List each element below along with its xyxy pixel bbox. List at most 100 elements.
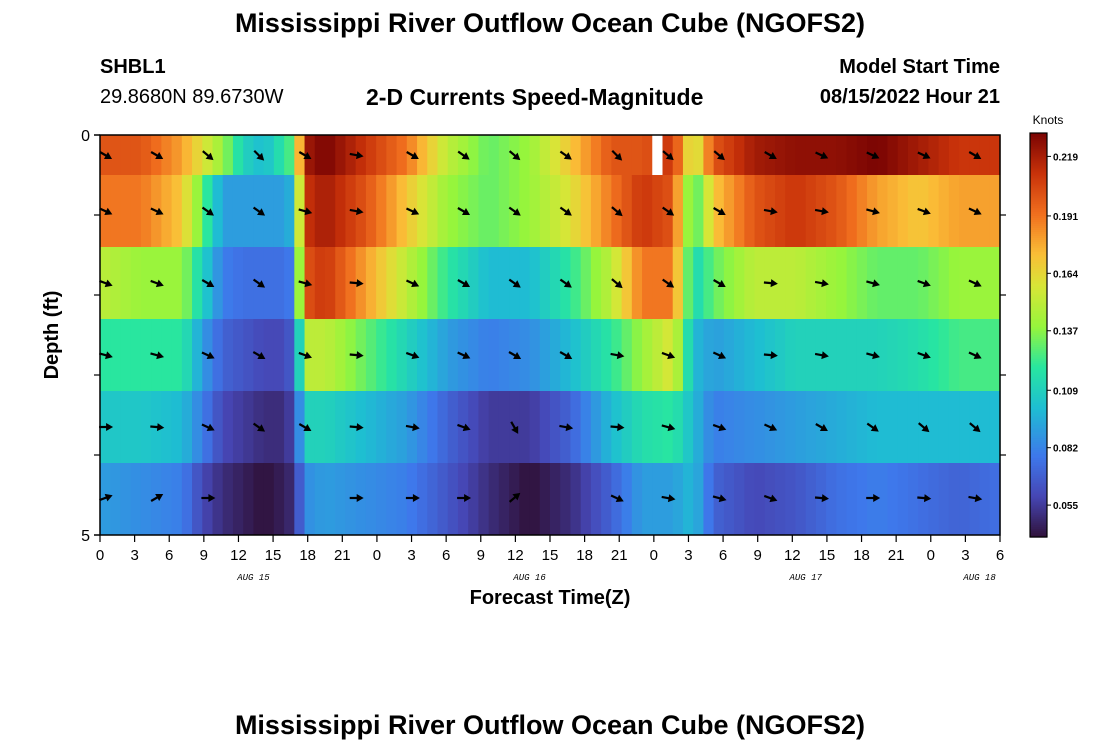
colorbar-swatch [1030,462,1047,465]
heatmap-cell [723,247,735,319]
heatmap-cell [263,391,275,463]
heatmap-cell [723,319,735,391]
current-arrow [611,206,623,217]
current-arrow [298,151,312,159]
colorbar-swatch [1030,262,1047,265]
heatmap-cell [775,319,786,391]
heatmap-cell [181,175,193,247]
heatmap-cell [785,247,797,319]
colorbar-swatch [1030,161,1047,164]
heatmap-cell [468,463,480,535]
heatmap-cell [907,135,919,175]
heatmap-cell [938,319,950,391]
current-arrow [457,207,471,215]
current-arrow [457,150,470,160]
colorbar-swatch [1030,149,1047,152]
colorbar-unit: Knots [1033,113,1064,127]
colorbar-swatch [1030,133,1047,136]
current-arrow [150,423,165,432]
heatmap-cell [703,247,715,319]
colorbar-swatch [1030,294,1047,298]
colorbar-swatch [1030,266,1047,269]
currents-heatmap-chart: 050 3 6 9 12 15 18 21 0 3 6 9 12 15 18 21 0 3 6 9 12 15 18 21 0 3… [41,113,1078,609]
heatmap-cell [498,247,510,319]
colorbar-swatch [1030,409,1047,413]
heatmap-cell [161,175,173,247]
heatmap-cell [703,463,715,535]
heatmap-cell [693,175,705,247]
current-arrow [298,351,313,360]
current-arrow [866,279,880,288]
heatmap-cell [877,391,889,463]
heatmap-cell [621,463,633,535]
heatmap-cell [550,319,561,391]
heatmap-cell [723,391,735,463]
heatmap-cell [325,247,336,319]
colorbar-swatch [1030,448,1047,451]
colorbar-swatch [1030,337,1047,340]
colorbar-swatch [1030,217,1047,221]
colorbar-swatch [1030,322,1047,326]
heatmap-cell [386,319,398,391]
colorbar-swatch [1030,250,1047,253]
heatmap-cell [672,247,684,319]
heatmap-cell [785,463,797,535]
heatmap-cell [335,247,347,319]
current-arrow [298,423,312,431]
colorbar-swatch [1030,155,1047,158]
colorbar-swatch [1030,282,1047,286]
heatmap-cell [672,463,684,535]
colorbar-swatch [1030,254,1047,257]
current-arrow [917,151,931,160]
heatmap-cells [100,135,1001,535]
heatmap-cell [856,319,868,391]
colorbar-swatch [1030,405,1047,409]
colorbar-swatch [1030,316,1047,320]
heatmap-cell [498,175,510,247]
heatmap-cell [212,247,224,319]
heatmap-cell [437,319,449,391]
colorbar-swatch [1030,203,1047,207]
x-tick-label: 15 [265,547,282,564]
heatmap-cell [192,319,203,391]
heatmap-cell [631,391,643,463]
current-arrow [298,207,313,216]
heatmap-cell [232,463,244,535]
heatmap-cell [365,175,377,247]
heatmap-cell [938,175,950,247]
colorbar-swatch [1030,278,1047,282]
heatmap-cell [580,319,592,391]
heatmap-cell [232,175,244,247]
heatmap-cell [488,247,500,319]
heatmap-cell [386,135,398,175]
colorbar-swatch [1030,484,1047,488]
heatmap-cell [263,319,275,391]
heatmap-cell [989,175,1001,247]
colorbar-swatch [1030,436,1047,439]
heatmap-cell [427,247,439,319]
heatmap-cell [498,135,510,175]
current-arrow [508,206,521,216]
heatmap-cell [805,463,817,535]
colorbar-swatch [1030,324,1047,328]
colorbar-swatch [1030,260,1047,263]
heatmap-cell [140,175,152,247]
heatmap-cell [795,247,807,319]
heatmap-cell [468,391,480,463]
heatmap-cell [294,135,306,175]
heatmap-cell [519,463,531,535]
colorbar-tick-label: 0.137 [1053,327,1078,338]
heatmap-cell [232,135,244,175]
colorbar-swatch [1030,502,1047,506]
heatmap-cell [263,463,275,535]
heatmap-cell [386,247,398,319]
heatmap-cell [488,391,500,463]
colorbar-swatch [1030,300,1047,304]
colorbar-swatch [1030,290,1047,294]
heatmap-cell [294,391,306,463]
heatmap-cell [539,247,551,319]
heatmap-cell [294,463,306,535]
colorbar-tick-label: 0.082 [1053,444,1078,455]
colorbar-swatch [1030,387,1047,391]
heatmap-cell [846,135,858,175]
